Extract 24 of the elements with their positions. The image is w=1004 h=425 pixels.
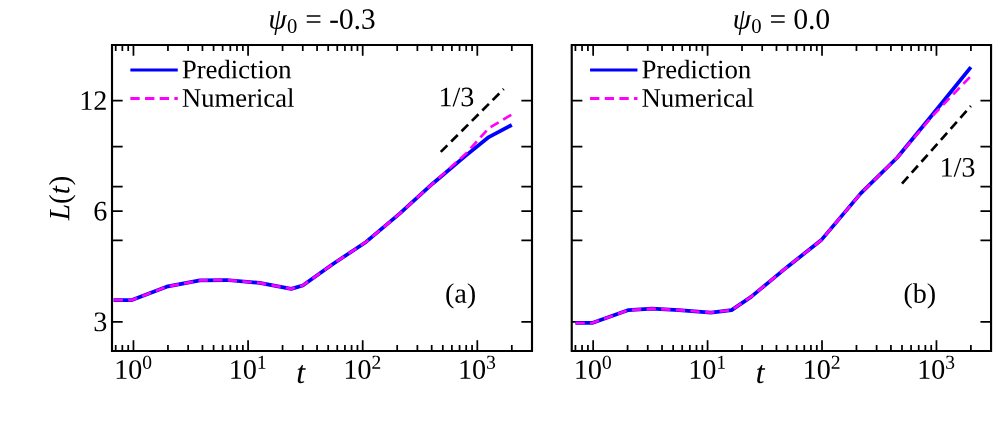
legend-label: Prediction	[642, 59, 751, 79]
annotation: 1/3	[440, 87, 474, 107]
x-tick-label: 10$^{2}$	[805, 355, 840, 379]
x-tick-label: 10$^{3}$	[460, 355, 496, 379]
x-tick-label: 10$^{1}$	[690, 355, 725, 379]
x-axis-title: t	[297, 365, 306, 384]
legend-label: Numerical	[642, 88, 754, 108]
x-tick-label: 10$^{0}$	[576, 355, 611, 380]
x-tick-label: 10$^{3}$	[919, 355, 955, 379]
chart-title: ψ$_{0}$ = 0.0	[734, 9, 829, 35]
legend-label: Numerical	[182, 88, 294, 108]
annotation: 1/3	[942, 157, 975, 177]
y-tick-label: 3	[94, 312, 107, 332]
chart-title: ψ$_{0}$ = -0.3	[270, 9, 375, 35]
y-tick-label: 6	[94, 201, 107, 221]
y-tick-label: 12	[81, 91, 106, 110]
annotation: (b)	[904, 283, 935, 309]
annotation: (a)	[446, 283, 475, 309]
y-axis-title: L(t)	[48, 176, 76, 221]
legend-label: Prediction	[182, 59, 292, 79]
x-tick-label: 10$^{1}$	[231, 355, 266, 379]
x-axis-title: t	[757, 365, 766, 384]
x-tick-label: 10$^{0}$	[116, 355, 152, 380]
x-tick-label: 10$^{2}$	[345, 355, 381, 379]
